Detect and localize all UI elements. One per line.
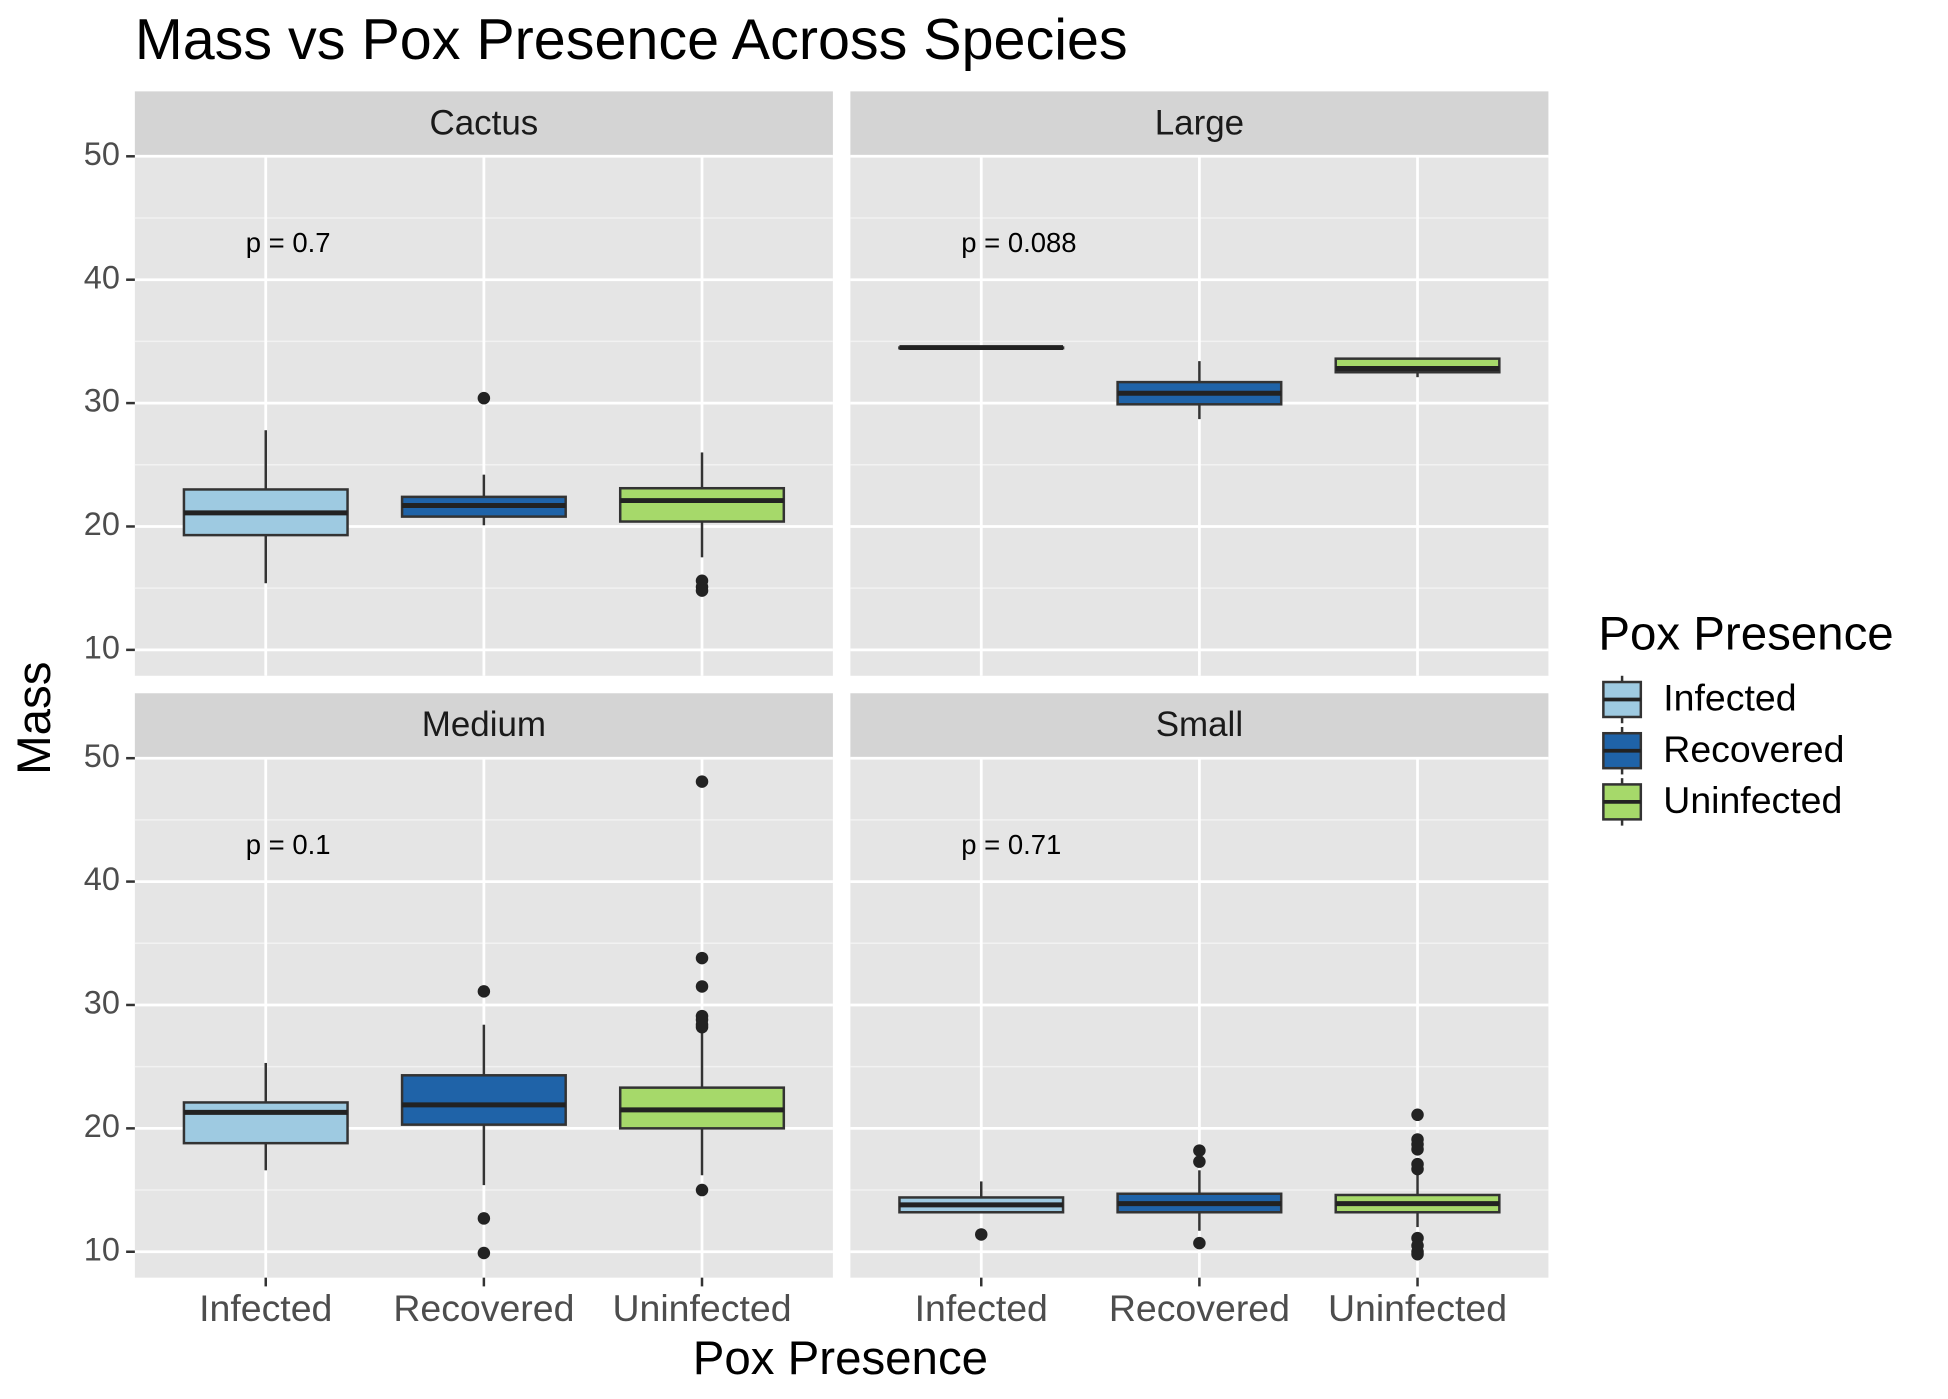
x-tick-label: Uninfected — [1328, 1287, 1507, 1329]
x-tick-label: Infected — [915, 1287, 1048, 1329]
strip-label: Small — [1156, 705, 1243, 744]
x-tick-label: Infected — [199, 1287, 332, 1329]
p-value: p = 0.7 — [246, 227, 331, 258]
y-tick-label: 40 — [84, 861, 120, 897]
x-tick-label: Recovered — [1109, 1287, 1290, 1329]
strip-label: Large — [1155, 103, 1244, 142]
y-tick-label: 10 — [84, 1231, 120, 1267]
strip — [850, 693, 1549, 759]
y-tick-label: 10 — [84, 629, 120, 665]
y-tick-label: 20 — [84, 506, 120, 542]
outlier — [975, 1228, 988, 1241]
y-tick-label: 50 — [84, 136, 120, 172]
outlier — [695, 1020, 709, 1034]
outlier — [1193, 1155, 1206, 1168]
y-tick-label: 40 — [84, 259, 120, 295]
outlier — [695, 951, 709, 965]
outlier — [477, 985, 491, 998]
box — [618, 486, 786, 523]
outlier — [695, 775, 709, 788]
strip — [134, 91, 833, 157]
chart-title: Mass vs Pox Presence Across Species — [135, 8, 1128, 72]
legend-title: Pox Presence — [1598, 608, 1893, 661]
y-axis-title: Mass — [8, 662, 61, 775]
p-value: p = 0.1 — [246, 829, 331, 860]
p-value: p = 0.71 — [961, 829, 1061, 860]
legend-label: Infected — [1663, 677, 1796, 719]
outlier — [1411, 1162, 1424, 1176]
outlier — [695, 1183, 709, 1197]
strip-label: Cactus — [429, 103, 538, 142]
outlier — [695, 980, 709, 993]
outlier — [1411, 1143, 1424, 1156]
outlier — [477, 391, 491, 405]
outlier — [1193, 1236, 1206, 1250]
y-tick-label: 50 — [84, 738, 120, 774]
y-tick-label: 20 — [84, 1108, 120, 1144]
x-tick-label: Uninfected — [612, 1287, 791, 1329]
y-tick-label: 30 — [84, 985, 120, 1021]
y-tick-label: 30 — [84, 383, 120, 419]
strip — [850, 91, 1549, 157]
x-axis-title: Pox Presence — [693, 1332, 988, 1385]
outlier — [1193, 1144, 1206, 1157]
box — [400, 1074, 567, 1126]
outlier — [477, 1246, 491, 1260]
outlier — [1411, 1108, 1424, 1122]
outlier — [477, 1212, 491, 1225]
strip — [134, 693, 833, 759]
x-tick-label: Recovered — [393, 1287, 574, 1329]
box — [182, 1101, 349, 1145]
strip-label: Medium — [422, 705, 546, 744]
p-value: p = 0.088 — [961, 227, 1076, 258]
outlier — [1411, 1247, 1424, 1261]
legend-label: Uninfected — [1663, 779, 1842, 821]
legend-label: Recovered — [1663, 728, 1844, 770]
outlier — [695, 584, 709, 597]
